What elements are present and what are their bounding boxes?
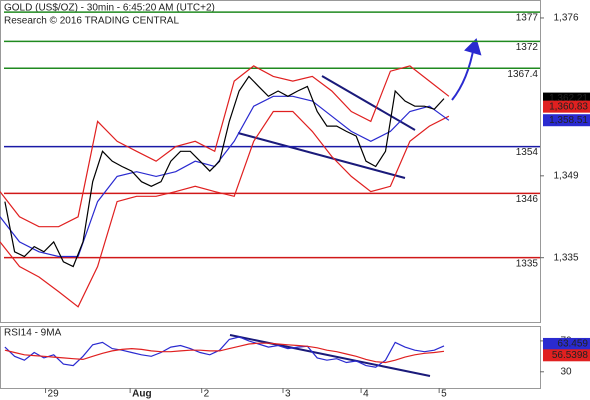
level-label: 1335 — [516, 258, 539, 269]
y-tick-label: 1,349 — [553, 170, 578, 181]
value-tag — [543, 337, 590, 350]
price-panel — [0, 0, 541, 323]
forecast-arrow — [451, 45, 475, 101]
y-tick-label: 30 — [560, 366, 572, 377]
series-line — [4, 342, 445, 364]
x-tick-label: 4 — [363, 389, 369, 400]
x-tick-label: Aug — [132, 389, 151, 400]
annotations — [229, 38, 482, 377]
chart-title: GOLD (US$/OZ) - 30min - 6:45:20 AM (UTC+… — [4, 3, 215, 14]
value-tag-label: 56.5398 — [552, 350, 589, 361]
y-tick-label: 1,335 — [553, 252, 578, 263]
value-tag-label: 63.459 — [557, 339, 588, 350]
level-label: 1372 — [516, 42, 539, 53]
series-line — [4, 75, 445, 268]
price-tag-label: 1,362.21 — [549, 93, 588, 104]
value-tag — [543, 349, 590, 362]
level-label: 1367.4 — [507, 69, 538, 80]
level-label: 1354 — [516, 147, 539, 158]
price-tag — [543, 100, 590, 113]
rsi-trend-line — [229, 334, 431, 377]
arrow-head — [464, 38, 482, 56]
rsi-title: RSI14 - 9MA — [4, 328, 62, 339]
x-tick-label: 5 — [441, 389, 447, 400]
series-line — [0, 110, 450, 308]
x-tick-label: 29 — [48, 389, 60, 400]
series-line — [4, 336, 445, 368]
price-tag-label: 1,358.51 — [549, 115, 588, 126]
series-line — [0, 65, 450, 228]
trend-line — [321, 75, 416, 131]
trend-line — [237, 132, 406, 179]
level-label: 1346 — [516, 194, 539, 205]
level-label: 1377 — [516, 13, 539, 24]
rsi-panel — [0, 326, 541, 389]
price-tag-label: 1,360.83 — [549, 101, 588, 112]
chart-subtitle: Research © 2016 TRADING CENTRAL — [4, 16, 179, 27]
price-tag — [543, 114, 590, 127]
x-tick-label: 2 — [204, 389, 210, 400]
y-tick-label: 1,376 — [553, 13, 578, 24]
series-line — [0, 95, 450, 258]
x-tick-label: 3 — [285, 389, 291, 400]
